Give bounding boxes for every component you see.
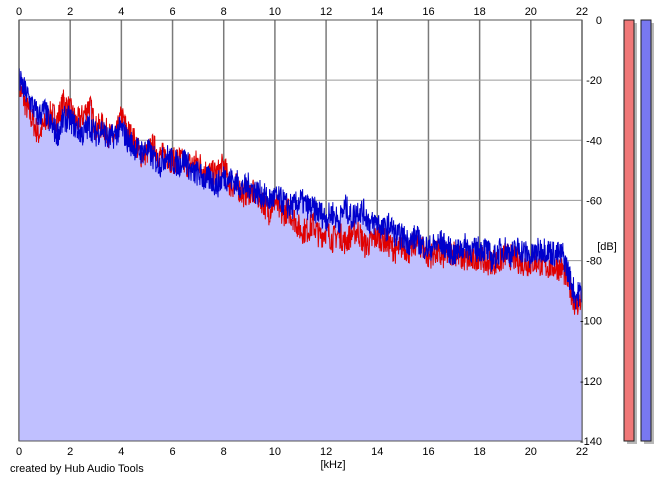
- x-tick-label: 22: [576, 6, 588, 18]
- series-line-2: [18, 68, 583, 310]
- x-tick-label: 14: [371, 446, 383, 458]
- series-line-1: [18, 75, 583, 315]
- x-tick-label: 2: [67, 446, 73, 458]
- x-tick-label: 22: [576, 446, 588, 458]
- x-tick-label: 16: [422, 446, 434, 458]
- x-tick-label: 18: [474, 446, 486, 458]
- y-axis-label: [dB]: [597, 241, 617, 253]
- y-tick-label: -20: [586, 75, 602, 87]
- x-tick-label: 16: [422, 6, 434, 18]
- x-tick-label: 18: [474, 6, 486, 18]
- x-tick-label: 0: [16, 6, 22, 18]
- x-tick-labels-top: 0 2 4 6 8 10 12 14 16 18 20 22: [16, 6, 588, 18]
- x-tick-label: 12: [320, 6, 332, 18]
- x-tick-label: 10: [269, 6, 281, 18]
- level-meter-2: [640, 19, 652, 442]
- y-tick-labels: 0 -20 -40 -60 -80 -100 -120 -140: [580, 15, 602, 448]
- level-meter-1: [623, 19, 635, 442]
- x-tick-label: 10: [269, 446, 281, 458]
- plot-frame: [18, 19, 583, 442]
- x-tick-label: 6: [169, 446, 175, 458]
- x-tick-label: 0: [16, 446, 22, 458]
- credit-text: created by Hub Audio Tools: [10, 463, 144, 475]
- series-lines: [18, 68, 583, 315]
- x-tick-label: 6: [169, 6, 175, 18]
- y-tick-label: -80: [586, 256, 602, 268]
- x-tick-label: 4: [118, 6, 124, 18]
- x-tick-label: 20: [525, 446, 537, 458]
- y-tick-label: -120: [580, 376, 602, 388]
- x-tick-label: 8: [221, 6, 227, 18]
- x-tick-label: 4: [118, 446, 124, 458]
- y-tick-label: 0: [596, 15, 602, 27]
- y-tick-label: -100: [580, 316, 602, 328]
- x-tick-label: 20: [525, 6, 537, 18]
- y-tick-label: -140: [580, 436, 602, 448]
- x-axis-label: [kHz]: [320, 459, 345, 471]
- x-tick-label: 2: [67, 6, 73, 18]
- x-tick-label: 12: [320, 446, 332, 458]
- x-tick-labels-bottom: 0 2 4 6 8 10 12 14 16 18 20 22: [16, 446, 588, 458]
- y-tick-label: -40: [586, 135, 602, 147]
- y-tick-label: -60: [586, 195, 602, 207]
- level-meters: [623, 19, 654, 444]
- x-tick-label: 14: [371, 6, 383, 18]
- x-tick-label: 8: [221, 446, 227, 458]
